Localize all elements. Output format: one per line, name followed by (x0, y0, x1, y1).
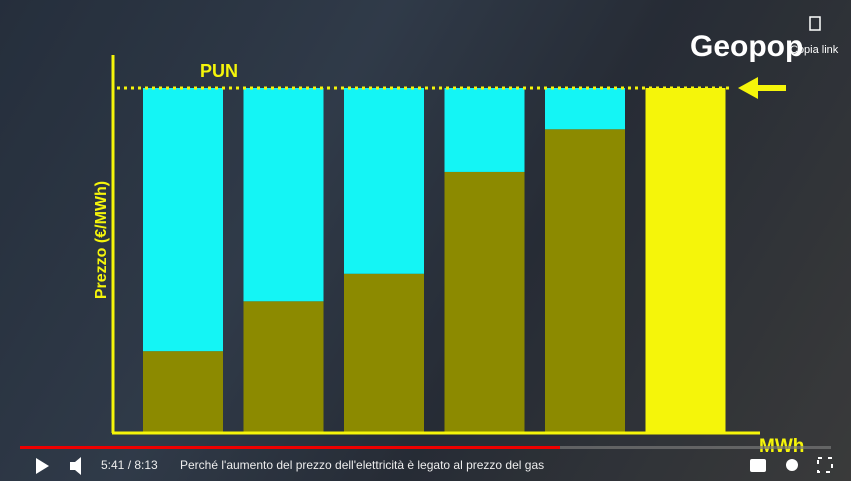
logo: Geopop (690, 30, 803, 63)
bar-segment (143, 88, 223, 351)
y-axis-label: Prezzo (€/MWh) (93, 181, 110, 299)
chart: Prezzo (€/MWh) MWh PUN Geopop Copia link… (0, 0, 851, 481)
bar-segment (445, 172, 525, 432)
time-display: 5:41 / 8:13 (101, 458, 158, 472)
bar-segment (646, 88, 726, 432)
bar-segment (545, 129, 625, 432)
video-player: Prezzo (€/MWh) MWh PUN Geopop Copia link… (0, 0, 851, 481)
bar-segment (143, 351, 223, 432)
settings-button[interactable] (786, 459, 798, 471)
bar-segment (244, 301, 324, 432)
reference-label: PUN (200, 61, 238, 81)
bar-segment (445, 88, 525, 172)
subtitles-button[interactable] (750, 459, 766, 472)
bar-segment (545, 88, 625, 129)
progress-played[interactable] (20, 446, 560, 449)
bar-segment (344, 274, 424, 432)
copy-link[interactable]: Copia link (790, 44, 839, 56)
bar-segment (244, 88, 324, 301)
video-title: Perché l'aumento del prezzo dell'elettri… (180, 458, 544, 472)
bar-segment (344, 88, 424, 274)
